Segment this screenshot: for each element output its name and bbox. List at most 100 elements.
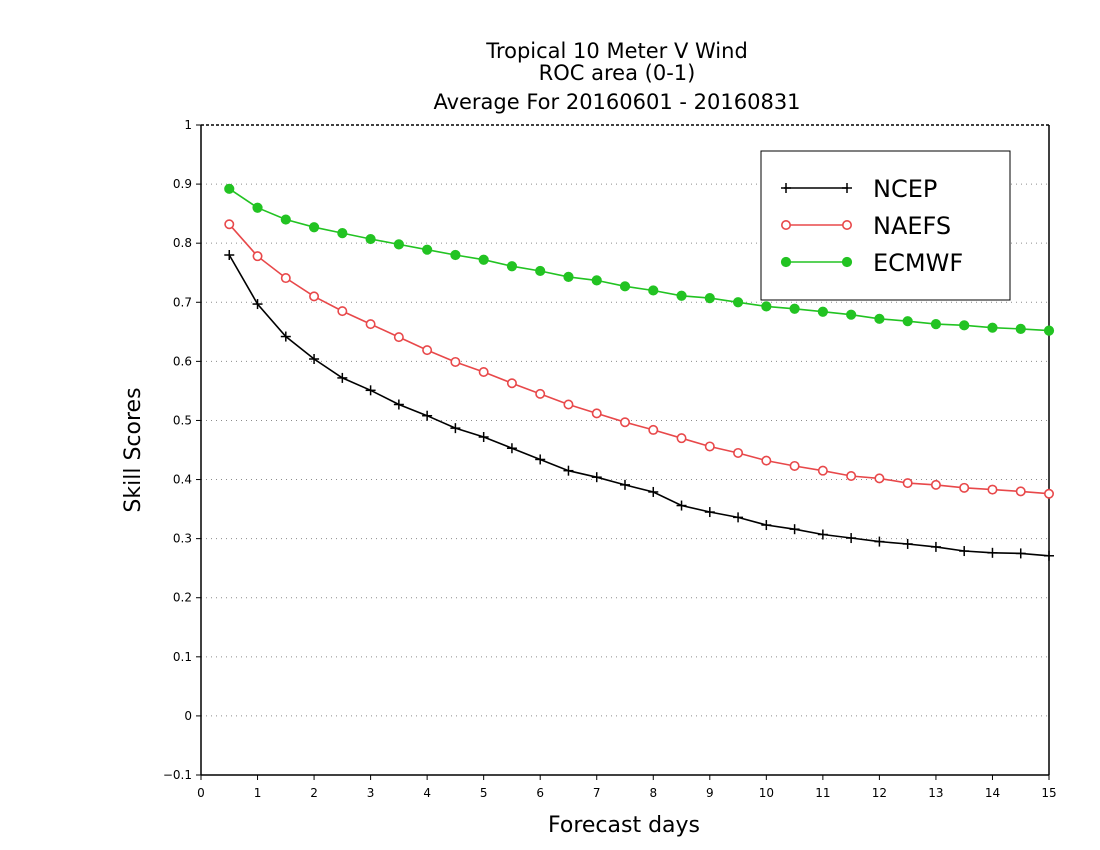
data-point-ncep (846, 533, 857, 544)
x-tick-label: 7 (593, 786, 601, 800)
data-point-naefs (280, 273, 291, 284)
data-point-naefs (959, 482, 970, 493)
y-tick-label: 0.4 (173, 473, 192, 487)
data-point-ncep (365, 385, 376, 396)
data-point-ncep (393, 399, 404, 410)
x-tick-label: 11 (815, 786, 830, 800)
data-point-ecmwf (959, 320, 970, 331)
y-tick-label: 0.3 (173, 532, 192, 546)
data-point-naefs (987, 484, 998, 495)
data-point-naefs (676, 433, 687, 444)
legend-label-ecmwf: ECMWF (873, 249, 963, 277)
data-point-ncep (224, 250, 235, 260)
data-point-ncep (1044, 550, 1054, 561)
data-point-ncep (337, 372, 348, 383)
legend: NCEP NAEFS ECMWF (760, 150, 1011, 301)
data-point-naefs (648, 424, 659, 435)
data-point-ecmwf (732, 297, 744, 308)
y-tick-label: 0 (184, 709, 192, 723)
x-tick-label: 15 (1041, 786, 1056, 800)
legend-marker-ncep (842, 183, 852, 193)
data-point-ecmwf (1015, 323, 1026, 334)
data-point-naefs (846, 470, 857, 481)
data-point-ncep (930, 541, 941, 552)
y-tick-label: 0.7 (173, 295, 192, 309)
data-point-ecmwf (902, 316, 913, 327)
data-point-ecmwf (648, 285, 659, 296)
data-point-naefs (704, 441, 715, 452)
x-tick-label: 4 (423, 786, 431, 800)
data-point-naefs (733, 447, 744, 458)
data-point-naefs (902, 478, 913, 489)
chart-title: Tropical 10 Meter V Wind ROC area (0-1) … (433, 39, 800, 114)
data-point-ncep (535, 454, 546, 465)
data-point-ncep (591, 472, 602, 483)
legend-marker-naefs (841, 220, 852, 231)
data-point-naefs (224, 219, 235, 230)
data-point-naefs (761, 455, 772, 466)
data-point-ecmwf (874, 313, 885, 324)
data-point-ncep (620, 479, 630, 490)
legend-label-naefs: NAEFS (873, 212, 951, 240)
data-point-ncep (704, 507, 715, 518)
data-point-ecmwf (365, 233, 376, 245)
data-point-naefs (1015, 486, 1026, 497)
x-tick-label: 14 (985, 786, 1000, 800)
chart-title-line-3: Average For 20160601 - 20160831 (433, 90, 800, 114)
data-point-ncep (563, 465, 574, 476)
legend-marker-ecmwf (780, 256, 792, 268)
data-point-ecmwf (619, 281, 631, 292)
x-tick-label: 5 (480, 786, 488, 800)
data-point-naefs (450, 356, 461, 367)
data-point-ecmwf (930, 319, 942, 330)
data-point-ecmwf (393, 239, 404, 250)
data-point-ncep (648, 486, 659, 497)
data-point-naefs (422, 345, 433, 356)
data-point-naefs (309, 291, 320, 302)
data-point-naefs (535, 388, 546, 399)
data-point-ncep (309, 354, 320, 364)
data-point-ncep (733, 512, 744, 523)
data-point-ncep (817, 529, 828, 540)
data-point-ecmwf (535, 265, 546, 277)
axes: −0.100.10.20.30.40.50.60.70.80.910 1 2 3 4 5 6… (163, 118, 1057, 800)
y-tick-label: 0.1 (173, 650, 192, 664)
series-ecmwf (224, 183, 1055, 336)
legend-marker-naefs (780, 220, 791, 231)
x-tick-label: 13 (928, 786, 943, 800)
data-point-ncep (422, 410, 433, 421)
data-point-ncep (902, 538, 913, 549)
data-point-naefs (393, 332, 404, 343)
data-point-naefs (252, 251, 263, 262)
data-point-naefs (337, 306, 348, 317)
data-point-ecmwf (252, 202, 263, 213)
x-tick-label: 8 (649, 786, 657, 800)
data-point-naefs (930, 479, 941, 490)
data-point-ecmwf (676, 290, 687, 301)
data-point-ncep (959, 546, 970, 557)
data-point-ecmwf (761, 301, 772, 312)
data-point-ncep (761, 520, 772, 531)
data-point-ecmwf (450, 249, 461, 261)
series-naefs (224, 219, 1055, 499)
data-point-ecmwf (591, 275, 602, 286)
data-point-ecmwf (563, 271, 574, 282)
data-point-naefs (789, 460, 800, 471)
data-point-naefs (619, 417, 630, 428)
x-tick-label: 9 (706, 786, 714, 800)
data-point-ecmwf (789, 303, 800, 314)
x-axis-title: Forecast days (548, 813, 700, 838)
data-point-ncep (789, 524, 800, 535)
data-point-ncep (1015, 548, 1026, 559)
y-tick-label: 0.2 (173, 591, 192, 605)
y-tick-label: 1 (184, 118, 192, 132)
data-point-ecmwf (308, 222, 320, 233)
data-point-ecmwf (1043, 325, 1055, 336)
data-point-ncep (478, 432, 489, 442)
data-point-naefs (478, 366, 489, 377)
data-point-ecmwf (704, 293, 715, 304)
x-tick-label: 2 (310, 786, 318, 800)
data-point-naefs (506, 378, 517, 389)
